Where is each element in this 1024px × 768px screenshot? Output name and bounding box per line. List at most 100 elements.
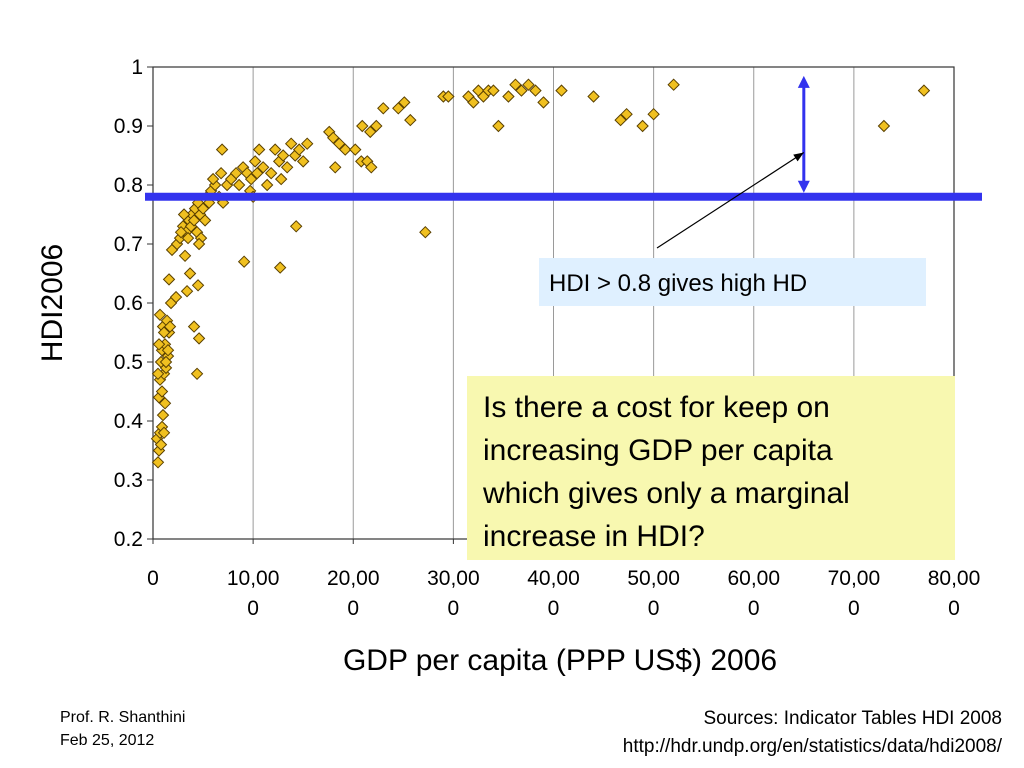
y-tick-label: 0.5: [114, 351, 143, 374]
data-point: [162, 273, 176, 286]
slide-date: Feb 25, 2012: [60, 732, 155, 749]
data-point: [190, 367, 204, 381]
data-point: [917, 84, 931, 97]
x-axis-title: GDP per capita (PPP US$) 2006: [343, 644, 777, 677]
data-point: [392, 102, 405, 115]
data-point: [232, 178, 246, 192]
callout-pointer-line: [656, 152, 805, 249]
data-point: [198, 214, 212, 227]
data-point: [515, 84, 528, 97]
data-point: [442, 90, 455, 103]
data-point: [614, 113, 627, 127]
data-point: [276, 149, 290, 162]
data-point: [419, 225, 432, 239]
data-point: [214, 166, 228, 180]
data-point: [349, 143, 362, 156]
callout-box: [539, 258, 926, 306]
data-point: [152, 338, 166, 351]
data-point: [264, 166, 278, 180]
x-tick-label: 60,00 0: [727, 567, 780, 620]
data-point: [356, 119, 369, 133]
question-line: which gives only a marginal: [483, 477, 850, 510]
data-point: [159, 355, 173, 369]
data-point: [339, 143, 352, 156]
x-tick-label: 20,00 0: [327, 567, 380, 620]
data-point: [364, 125, 377, 139]
data-point: [636, 119, 649, 133]
data-point: [155, 385, 169, 398]
question-box: Is there a cost for keep on increasing G…: [467, 376, 955, 560]
data-point: [161, 343, 175, 357]
data-point: [620, 107, 633, 121]
footer-sources-block: Sources: Indicator Tables HDI 2008 http:…: [623, 705, 1002, 761]
callout-text: HDI > 0.8 gives high HD: [549, 270, 807, 297]
y-axis-title: HDI2006: [36, 244, 69, 362]
data-point: [260, 178, 274, 192]
data-point: [158, 397, 172, 410]
data-point: [587, 90, 600, 103]
sources-text: Sources: Indicator Tables HDI 2008: [703, 708, 1002, 729]
data-point: [156, 408, 170, 422]
data-point: [284, 137, 298, 150]
data-point: [365, 161, 378, 174]
data-point: [151, 367, 165, 381]
data-point: [329, 161, 342, 174]
range-arrow-head-bottom: [797, 180, 810, 193]
data-point: [555, 84, 568, 97]
data-point: [398, 96, 411, 109]
callout-pointer-head: [793, 152, 804, 162]
data-point: [509, 78, 522, 91]
footer-author-block: Prof. R. Shanthini Feb 25, 2012: [60, 706, 185, 752]
data-point: [492, 119, 505, 133]
data-point: [157, 426, 171, 440]
data-point: [256, 161, 270, 174]
data-point: [647, 107, 660, 121]
question-line: increase in HDI?: [483, 520, 705, 553]
data-point: [244, 172, 258, 186]
data-point: [467, 96, 480, 109]
x-tick-label: 50,00 0: [627, 567, 680, 620]
data-point: [502, 90, 515, 103]
y-tick-label: 0.2: [114, 528, 143, 551]
sources-url[interactable]: http://hdr.undp.org/en/statistics/data/h…: [622, 736, 1002, 757]
y-tick-label: 0.8: [114, 174, 143, 197]
x-tick-label: 70,00 0: [828, 567, 881, 620]
x-axis-ticks: 0 10,00 0 20,00 0 30,00 0 40,00 0 50,00 0 60,00 0 70,…: [147, 539, 980, 620]
y-tick-label: 0.4: [114, 410, 144, 433]
data-point: [268, 143, 282, 156]
data-point: [183, 267, 197, 280]
data-point: [237, 255, 251, 268]
data-point: [280, 161, 294, 174]
range-arrow-head-top: [797, 75, 810, 88]
data-point: [273, 261, 287, 274]
data-point: [522, 78, 535, 91]
data-point: [153, 308, 167, 322]
data-point: [180, 284, 194, 298]
question-line: Is there a cost for keep on: [483, 391, 830, 424]
data-points: [150, 78, 931, 469]
x-tick-label: 80,00 0: [928, 567, 981, 620]
data-point: [327, 131, 340, 145]
y-axis-ticks: 0.2 0.3 0.4 0.5 0.6 0.7 0.8 0.9 1: [114, 56, 153, 551]
annotation-callout: HDI > 0.8 gives high HD: [539, 152, 926, 306]
data-point: [296, 155, 310, 168]
data-point: [206, 172, 220, 186]
data-point: [151, 456, 165, 469]
data-point: [667, 78, 680, 91]
y-tick-label: 1: [131, 56, 143, 79]
data-point: [174, 225, 188, 239]
y-tick-label: 0.6: [114, 292, 143, 315]
data-point: [187, 320, 201, 333]
data-point: [178, 249, 192, 263]
x-tick-label: 30,00 0: [427, 567, 480, 620]
data-point: [163, 320, 177, 333]
data-point: [250, 166, 264, 180]
data-point: [487, 84, 500, 97]
data-point: [404, 113, 417, 127]
data-point: [154, 438, 168, 451]
data-point: [181, 231, 195, 245]
y-tick-label: 0.3: [114, 469, 143, 492]
hdi-range-arrow: [797, 75, 810, 193]
data-point: [252, 143, 266, 156]
